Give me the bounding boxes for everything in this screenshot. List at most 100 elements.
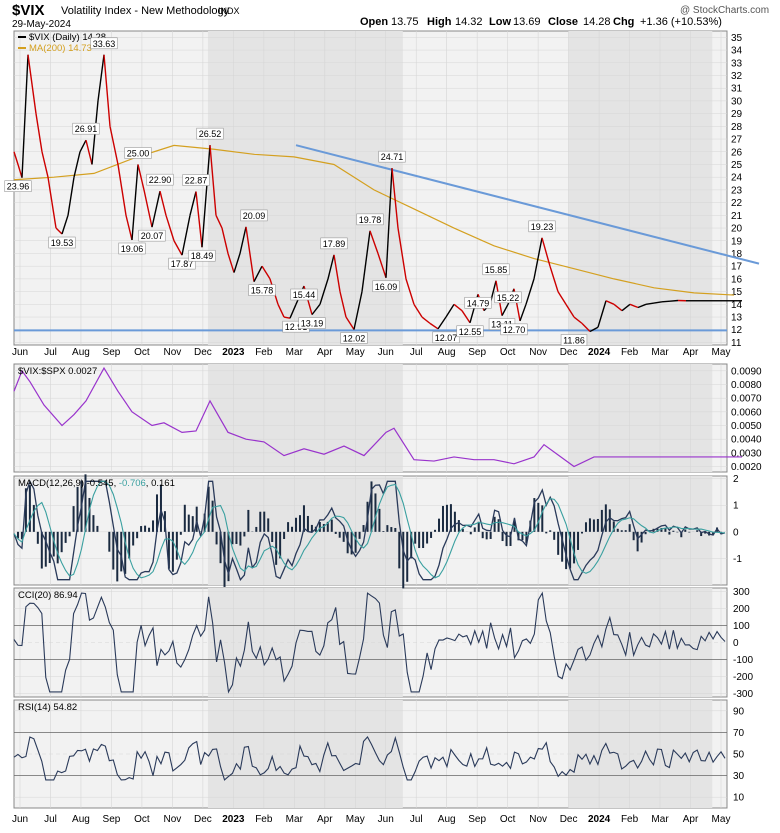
y-tick-label: 11 xyxy=(731,338,742,349)
x-tick-label: Dec xyxy=(560,347,578,358)
x-tick-label: 2024 xyxy=(588,347,611,358)
macd-histogram-bar xyxy=(541,505,543,531)
x-tick-label: Oct xyxy=(134,814,150,825)
x-tick-label: Dec xyxy=(560,814,578,825)
macd-histogram-bar xyxy=(57,532,59,564)
x-tick-label: May xyxy=(346,347,365,358)
macd-histogram-bar xyxy=(287,522,289,532)
macd-histogram-bar xyxy=(363,525,365,532)
macd-histogram-bar xyxy=(291,527,293,532)
macd-histogram-bar xyxy=(386,525,388,532)
macd-histogram-bar xyxy=(470,532,472,534)
x-tick-label: Jul xyxy=(44,347,57,358)
high-label: High xyxy=(427,16,452,28)
x-tick-label: Aug xyxy=(438,347,456,358)
x-tick-label: Apr xyxy=(683,814,699,825)
macd-histogram-bar xyxy=(239,532,241,546)
macd-histogram-bar xyxy=(307,516,309,532)
macd-histogram-bar xyxy=(422,532,424,548)
price-annotation: 19.53 xyxy=(51,238,74,248)
x-tick-label: Aug xyxy=(72,347,90,358)
macd-histogram-bar xyxy=(212,501,214,532)
price-annotation: 12.55 xyxy=(459,327,482,337)
macd-histogram-bar xyxy=(184,505,186,532)
y-tick-label: 0.0080 xyxy=(731,380,762,391)
macd-histogram-bar xyxy=(684,530,686,532)
low-label: Low xyxy=(489,16,511,28)
macd-histogram-bar xyxy=(486,532,488,540)
x-tick-label: 2024 xyxy=(588,814,611,825)
macd-histogram-bar xyxy=(216,532,218,545)
x-tick-label: Mar xyxy=(286,814,304,825)
macd-histogram-bar xyxy=(629,524,631,532)
macd-histogram-bar xyxy=(136,532,138,538)
macd-histogram-bar xyxy=(263,512,265,532)
macd-histogram-bar xyxy=(247,510,249,532)
macd-histogram-bar xyxy=(208,487,210,532)
y-tick-label: 14 xyxy=(731,300,743,311)
x-tick-label: Sep xyxy=(468,347,486,358)
macd-histogram-bar xyxy=(537,503,539,532)
x-tick-label: Sep xyxy=(468,814,486,825)
macd-histogram-bar xyxy=(434,530,436,532)
low-value: 13.69 xyxy=(513,16,541,28)
panel-ratio xyxy=(14,364,727,472)
y-tick-label: 23 xyxy=(731,185,743,196)
price-annotation: 22.90 xyxy=(149,175,172,185)
macd-histogram-bar xyxy=(299,515,301,532)
macd-histogram-bar xyxy=(49,532,51,563)
y-tick-label: 33 xyxy=(731,58,743,69)
y-tick-label: -200 xyxy=(733,672,753,683)
y-tick-label: 32 xyxy=(731,71,743,82)
x-tick-label: Aug xyxy=(438,814,456,825)
x-tick-label: May xyxy=(712,347,731,358)
price-annotation: 14.79 xyxy=(467,298,490,308)
macd-histogram-bar xyxy=(688,532,690,533)
y-tick-label: 30 xyxy=(731,96,743,107)
macd-histogram-bar xyxy=(672,531,674,532)
macd-histogram-bar xyxy=(696,530,698,532)
y-tick-label: 200 xyxy=(733,604,750,615)
macd-histogram-bar xyxy=(382,531,384,532)
macd-histogram-bar xyxy=(283,532,285,539)
x-tick-label: Dec xyxy=(194,814,212,825)
macd-histogram-bar xyxy=(120,532,122,572)
y-tick-label: 15 xyxy=(731,287,743,298)
macd-histogram-bar xyxy=(188,515,190,532)
x-tick-label: Feb xyxy=(621,814,639,825)
macd-histogram-bar xyxy=(581,532,583,534)
macd-histogram-bar xyxy=(116,532,118,582)
macd-histogram-bar xyxy=(645,532,647,534)
macd-histogram-bar xyxy=(418,532,420,548)
macd-histogram-bar xyxy=(180,532,182,535)
x-tick-label: Oct xyxy=(500,347,516,358)
y-tick-label: 20 xyxy=(731,224,743,235)
macd-histogram-bar xyxy=(295,518,297,532)
y-tick-label: 0.0060 xyxy=(731,407,762,418)
index-name: Volatility Index - New Methodology xyxy=(61,5,230,17)
rsi-legend: RSI(14) 54.82 xyxy=(18,702,77,713)
y-tick-label: 0.0040 xyxy=(731,435,762,446)
x-tick-label: Jun xyxy=(378,347,394,358)
x-tick-label: Jul xyxy=(44,814,57,825)
macd-histogram-bar xyxy=(474,527,476,531)
chg-label: Chg xyxy=(613,16,634,28)
y-tick-label: 0 xyxy=(733,527,739,538)
macd-histogram-bar xyxy=(339,532,341,538)
chg-value: +1.36 (+10.53%) xyxy=(640,16,722,28)
macd-histogram-bar xyxy=(502,532,504,541)
ratio-legend: $VIX:$SPX 0.0027 xyxy=(18,366,97,377)
close-value: 14.28 xyxy=(583,16,611,28)
x-tick-label: Nov xyxy=(529,814,547,825)
macd-histogram-bar xyxy=(458,520,460,532)
macd-histogram-bar xyxy=(132,532,134,546)
macd-histogram-bar xyxy=(573,532,575,564)
price-annotation: 23.96 xyxy=(7,182,30,192)
macd-histogram-bar xyxy=(398,532,400,569)
vix-segment xyxy=(662,301,670,302)
price-annotation: 20.09 xyxy=(243,211,266,221)
price-annotation: 25.00 xyxy=(127,148,150,158)
y-tick-label: 34 xyxy=(731,46,743,57)
macd-histogram-bar xyxy=(243,532,245,537)
